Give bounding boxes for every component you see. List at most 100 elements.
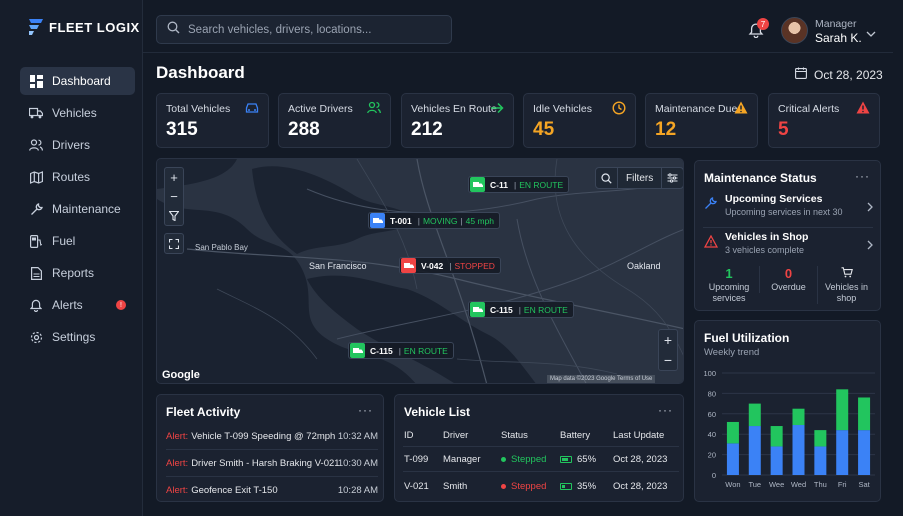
map-search-icon[interactable]: [596, 167, 618, 189]
maintenance-row-shop[interactable]: Vehicles in Shop 3 vehicles complete: [703, 231, 874, 263]
brand-logo[interactable]: FLEET LOGIX: [28, 17, 140, 37]
sidebar-item-reports[interactable]: Reports: [20, 259, 135, 287]
truck-icon: [401, 258, 416, 273]
sidebar-item-label: Settings: [52, 330, 96, 344]
vehicle-marker[interactable]: V-042 | STOPPED: [399, 257, 501, 274]
map-zoom-out-button[interactable]: −: [170, 189, 178, 204]
cell-battery: 35%: [560, 481, 596, 492]
map-zoom-out-button[interactable]: −: [663, 352, 673, 368]
stat-card-vehicles-en-route[interactable]: Vehicles En Route 212: [401, 93, 514, 148]
map-zoom-in-button[interactable]: +: [170, 170, 178, 185]
x-tick-label: Wed: [791, 480, 806, 489]
map-filters-button[interactable]: Filters: [626, 172, 654, 184]
fullscreen-icon[interactable]: [164, 234, 184, 253]
sliders-icon[interactable]: [661, 167, 683, 189]
more-options-icon[interactable]: ···: [855, 169, 870, 183]
column-header-status[interactable]: Status: [501, 430, 528, 441]
row-subtitle: 3 vehicles complete: [725, 245, 805, 255]
battery-fill: [562, 457, 568, 461]
vehicle-marker[interactable]: T-001 | MOVING | 45 mph: [368, 212, 501, 229]
activity-item[interactable]: Alert: Geofence Exit T-150 10:28 AM: [166, 477, 378, 504]
alert-prefix: Alert:: [166, 457, 189, 469]
logo-icon: [28, 17, 44, 37]
stat-label: Vehicles En Route: [411, 103, 497, 115]
marker-separator: |: [417, 215, 420, 226]
alert-prefix: Alert:: [166, 430, 189, 442]
sidebar-item-label: Maintenance: [52, 202, 121, 216]
panel-title: Fleet Activity: [166, 405, 241, 419]
row-title: Vehicles in Shop: [725, 231, 809, 243]
battery-text: 65%: [577, 454, 597, 465]
maintenance-stat-in-shop[interactable]: Vehicles in shop: [817, 266, 875, 304]
activity-item[interactable]: Alert: Driver Smith - Harsh Braking V-02…: [166, 450, 378, 477]
marker-id: T-001: [390, 215, 412, 226]
brand-name: FLEET LOGIX: [49, 19, 140, 35]
stat-card-maintenance-due[interactable]: Maintenance Due 12: [645, 93, 758, 148]
stat-card-critical-alerts[interactable]: Critical Alerts 5: [768, 93, 880, 148]
status-text: Stepped: [511, 454, 547, 465]
battery-fill: [562, 484, 566, 488]
report-icon: [29, 266, 43, 280]
y-tick-label: 100: [703, 369, 716, 378]
search-bar[interactable]: [156, 15, 452, 44]
sidebar-item-dashboard[interactable]: Dashboard: [20, 67, 135, 95]
marker-status: EN ROUTE: [523, 304, 568, 315]
sidebar-item-label: Fuel: [52, 234, 76, 248]
row-subtitle: Upcoming services in next 30: [725, 207, 843, 217]
vehicle-marker[interactable]: C-115 | EN ROUTE: [348, 342, 454, 359]
chevron-down-icon[interactable]: [866, 25, 876, 37]
marker-separator: |: [513, 179, 517, 190]
maintenance-stat-upcoming[interactable]: 1 Upcoming services: [700, 266, 758, 304]
sidebar-item-label: Drivers: [52, 138, 90, 152]
map-attribution[interactable]: Map data ©2023 Google Terms of Use: [547, 375, 656, 383]
cart-icon: [818, 266, 875, 281]
vehicle-marker[interactable]: C-11 | EN ROUTE: [468, 176, 570, 193]
column-header-battery[interactable]: Battery: [560, 430, 591, 441]
fleet-map[interactable]: + − San Pablo Bay San Francisco Oakland …: [156, 158, 684, 384]
user-role: Manager: [815, 18, 857, 30]
stat-value: 315: [166, 119, 198, 140]
column-header-driver[interactable]: Driver: [443, 430, 469, 441]
more-options-icon[interactable]: ···: [358, 403, 373, 417]
stat-card-idle-vehicles[interactable]: Idle Vehicles 45: [523, 93, 636, 148]
sidebar-item-settings[interactable]: Settings: [20, 323, 135, 351]
y-tick-label: 20: [708, 451, 716, 460]
date-display[interactable]: Oct 28, 2023: [795, 67, 883, 82]
sidebar-item-routes[interactable]: Routes: [20, 163, 135, 191]
map-zoom-in-button[interactable]: +: [663, 332, 673, 348]
avatar[interactable]: [781, 17, 808, 44]
maintenance-stat-overdue[interactable]: 0 Overdue: [759, 266, 817, 293]
vehicle-marker[interactable]: C-115 | EN ROUTE: [468, 301, 574, 318]
column-header-last-update[interactable]: Last Update: [613, 430, 665, 441]
google-logo: Google: [162, 369, 200, 381]
sidebar-item-fuel[interactable]: Fuel: [20, 227, 135, 255]
stat-card-active-drivers[interactable]: Active Drivers 288: [278, 93, 391, 148]
sidebar-item-maintenance[interactable]: Maintenance: [20, 195, 135, 223]
marker-id: V-042: [421, 260, 444, 271]
truck-icon: [470, 302, 485, 317]
stat-value: 1: [725, 266, 733, 281]
x-tick-label: Wee: [769, 480, 784, 489]
more-options-icon[interactable]: ···: [658, 403, 673, 417]
sidebar-item-alerts[interactable]: Alerts !: [20, 291, 135, 319]
search-input[interactable]: [188, 23, 438, 36]
marker-speed: 45 mph: [465, 215, 495, 226]
panel-title: Vehicle List: [404, 405, 471, 419]
map-filter-icon[interactable]: [164, 206, 184, 225]
activity-item[interactable]: Alert: Vehicle T-099 Speeding @ 72mph 10…: [166, 423, 378, 450]
stat-card-total-vehicles[interactable]: Total Vehicles 315: [156, 93, 269, 148]
bell-icon: [29, 298, 43, 312]
x-tick-label: Thu: [814, 480, 827, 489]
sidebar-item-vehicles[interactable]: Vehicles: [20, 99, 135, 127]
fuel-utilization-panel: Fuel Utilization Weekly trend 0 20 40 60 80 1…: [694, 320, 881, 502]
maintenance-row-upcoming[interactable]: Upcoming Services Upcoming services in n…: [704, 193, 874, 225]
panel-title: Fuel Utilization: [704, 331, 790, 345]
map-filters-bar: Filters: [595, 167, 683, 189]
sidebar-item-label: Routes: [52, 170, 91, 184]
cell-status: Stepped: [501, 481, 546, 492]
sidebar-item-drivers[interactable]: Drivers: [20, 131, 135, 159]
notifications-bell-icon[interactable]: [748, 22, 764, 39]
panel-subtitle: Weekly trend: [704, 347, 760, 358]
bar-segment: [836, 430, 849, 475]
column-header-id[interactable]: ID: [404, 430, 414, 441]
